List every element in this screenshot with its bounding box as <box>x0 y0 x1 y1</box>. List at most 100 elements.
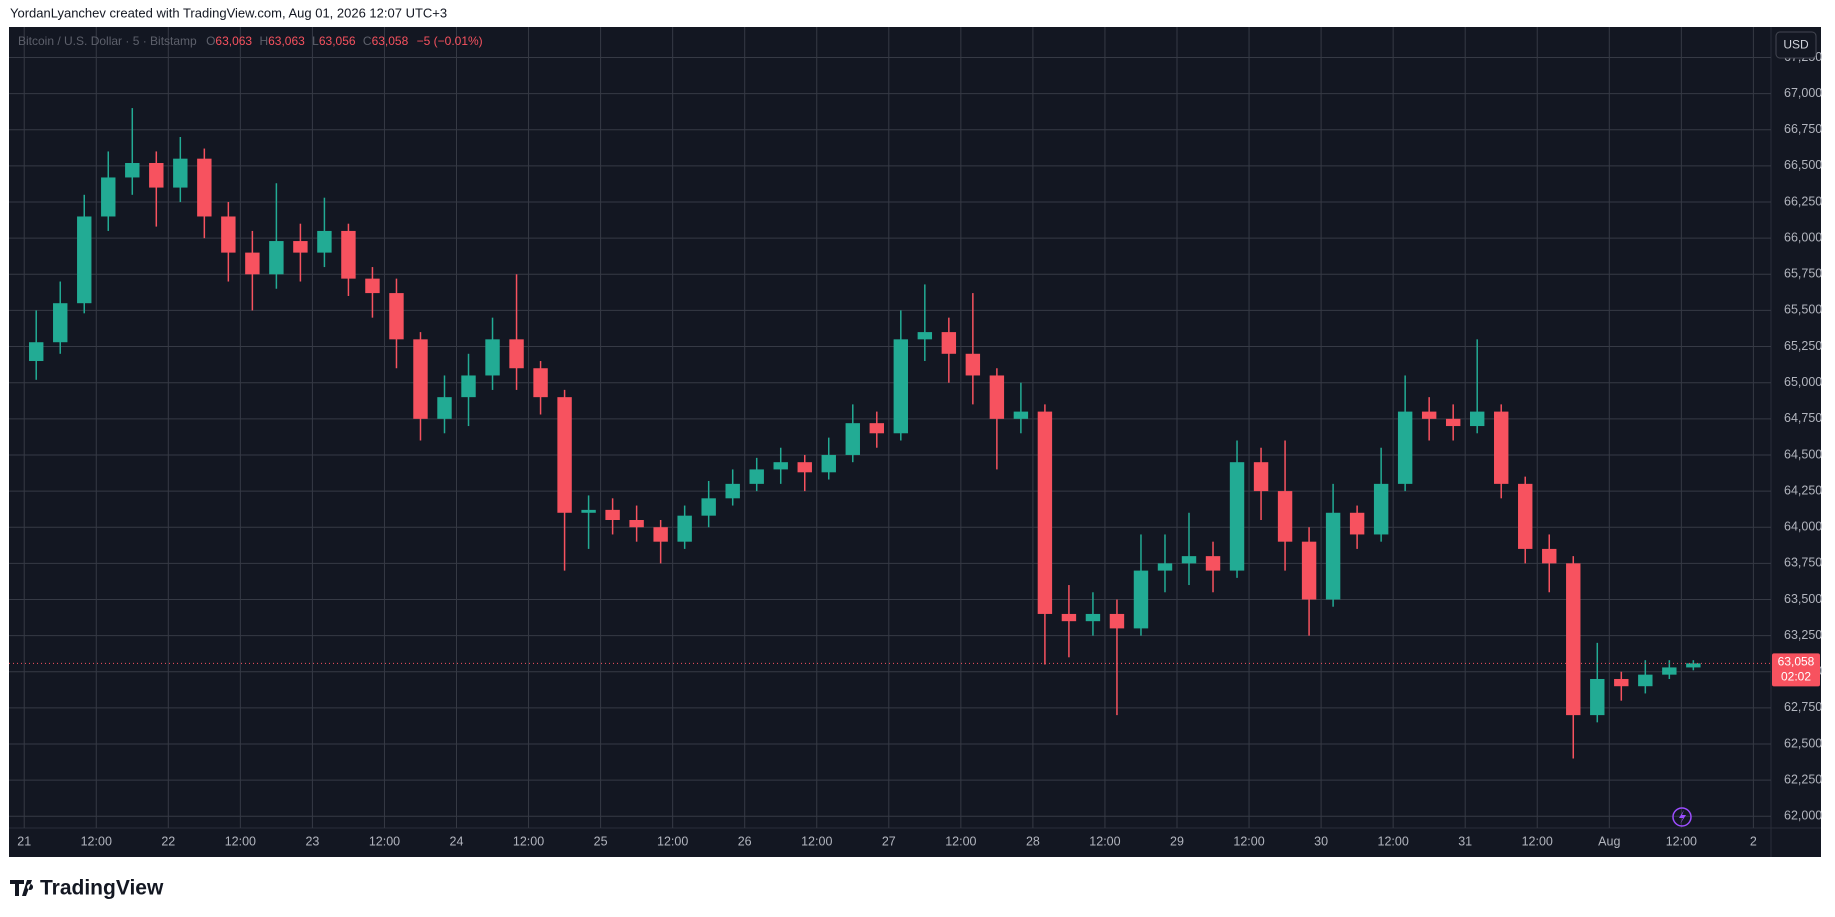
currency-label[interactable]: USD <box>1783 38 1809 52</box>
x-tick-label: 12:00 <box>1233 834 1264 848</box>
x-tick-label: 12:00 <box>225 834 256 848</box>
logo-text: TradingView <box>40 877 164 900</box>
candle-body <box>461 375 476 398</box>
y-tick-label: 64,500 <box>1784 447 1822 461</box>
logo: TradingView <box>10 877 164 900</box>
candles <box>9 108 1771 759</box>
candle-body <box>557 397 572 513</box>
candle-body <box>125 163 140 178</box>
candle-body <box>845 423 860 455</box>
candle-body <box>821 454 836 473</box>
candle-body <box>581 509 596 513</box>
logo-icon <box>10 880 34 896</box>
candle-body <box>1205 556 1221 571</box>
candle-body <box>605 509 620 521</box>
candle-body <box>365 278 380 294</box>
y-tick-label: 66,250 <box>1784 194 1822 208</box>
header: YordanLyanchev created with TradingView.… <box>10 5 447 20</box>
x-tick-label: 12:00 <box>81 834 112 848</box>
candle-body <box>1638 674 1653 687</box>
candle-body <box>1085 613 1101 622</box>
candle-body <box>1325 512 1341 600</box>
candle-body <box>749 469 764 484</box>
candle-body <box>1253 462 1269 492</box>
legend-key: H <box>259 34 268 48</box>
x-tick-label: 25 <box>594 834 608 848</box>
candle-body <box>101 177 116 217</box>
candle-body <box>533 368 548 398</box>
lightning-icon-bolt <box>1679 810 1686 824</box>
y-tick-label: 65,000 <box>1784 375 1822 389</box>
candle-body <box>1301 541 1317 600</box>
candle-body <box>1349 512 1365 535</box>
candle-body <box>1013 411 1029 419</box>
candle-body <box>1494 411 1509 484</box>
candle-body <box>317 230 332 253</box>
candle-body <box>917 332 933 340</box>
legend-value: 63,058 <box>372 34 409 48</box>
y-tick-label: 65,500 <box>1784 303 1822 317</box>
y-tick-label: 67,000 <box>1784 86 1822 100</box>
candle-body <box>1133 570 1149 629</box>
candle-body <box>1469 411 1485 427</box>
candle-body <box>1662 667 1677 675</box>
y-tick-label: 66,000 <box>1784 230 1822 244</box>
candle-body <box>1373 483 1389 535</box>
x-tick-label: 28 <box>1026 834 1040 848</box>
y-tick-label: 66,500 <box>1784 158 1822 172</box>
currency-button[interactable] <box>1775 31 1817 59</box>
candle-body <box>629 520 644 528</box>
x-tick-label: 26 <box>738 834 752 848</box>
legend-value: 63,063 <box>215 34 252 48</box>
y-tick-label: 62,750 <box>1784 700 1822 714</box>
candle-body <box>77 216 92 304</box>
candle-body <box>1157 563 1173 571</box>
x-tick-label: 27 <box>882 834 896 848</box>
y-tick-label: 65,750 <box>1784 267 1822 281</box>
x-tick-label: 21 <box>17 834 31 848</box>
y-tick-label: 63,500 <box>1784 592 1822 606</box>
candle-body <box>1445 418 1461 427</box>
candle-body <box>53 303 68 343</box>
countdown-label: 02:02 <box>1781 670 1811 684</box>
x-tick-label: 12:00 <box>513 834 544 848</box>
candle-body <box>173 158 188 188</box>
candle-body <box>1590 678 1605 716</box>
candle-body <box>509 339 524 369</box>
candle-body <box>1109 613 1125 629</box>
candle-body <box>1061 613 1077 622</box>
y-tick-label: 63,250 <box>1784 628 1822 642</box>
candle-body <box>269 241 284 275</box>
y-tick-label: 62,500 <box>1784 736 1822 750</box>
candle-body <box>941 332 957 354</box>
candle-body <box>437 397 452 419</box>
candle-body <box>1181 556 1197 564</box>
last-price-tag <box>1772 653 1820 687</box>
legend-symbol: Bitcoin / U.S. Dollar · 5 · Bitstamp <box>18 34 197 48</box>
candle-body <box>1277 491 1293 542</box>
legend-key: O <box>206 34 215 48</box>
y-tick-label: 64,250 <box>1784 483 1822 497</box>
legend-value: 63,063 <box>268 34 305 48</box>
candle-body <box>413 339 428 419</box>
candle-body <box>1421 411 1437 419</box>
legend-value: 63,056 <box>319 34 356 48</box>
x-tick-label: 31 <box>1458 834 1472 848</box>
x-tick-label: 12:00 <box>657 834 688 848</box>
candle-body <box>1686 663 1701 668</box>
candle-body <box>29 342 44 362</box>
y-tick-label: 64,000 <box>1784 520 1822 534</box>
y-tick-label: 65,250 <box>1784 339 1822 353</box>
x-tick-label: 29 <box>1170 834 1184 848</box>
lightning-icon[interactable] <box>1672 807 1692 827</box>
last-price-label: 63,058 <box>1778 655 1815 669</box>
candle-body <box>893 339 909 434</box>
legend-key: C <box>363 34 372 48</box>
candle-body <box>1518 483 1533 549</box>
candle-body <box>389 293 404 340</box>
candle-body <box>1397 411 1413 484</box>
candle-body <box>989 375 1005 419</box>
x-tick-label: 12:00 <box>1666 834 1697 848</box>
